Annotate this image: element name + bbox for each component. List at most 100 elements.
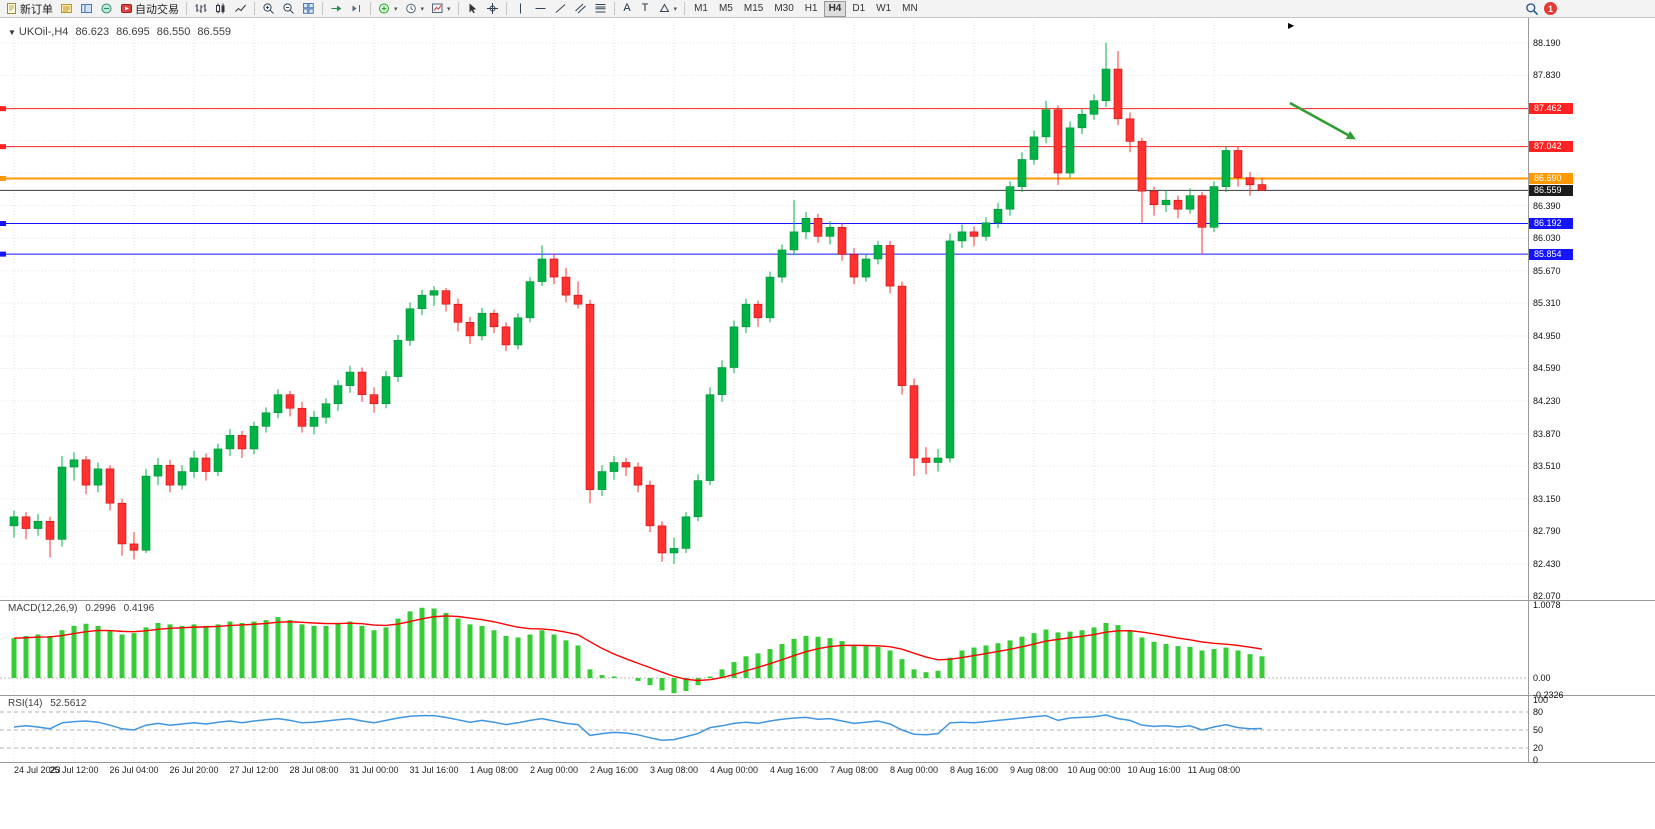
trendline-icon (555, 4, 565, 13)
candle (657, 525, 667, 554)
candle (417, 294, 427, 310)
indicators-button[interactable]: ▾ (375, 1, 401, 17)
terminal-button[interactable] (97, 1, 116, 17)
chart-window[interactable]: ▼ UKOil-,H4 86.623 86.695 86.550 86.559 ▶ MAC… (0, 18, 1655, 829)
candle (381, 376, 391, 405)
line-anchor (0, 221, 6, 227)
zoom-in-button[interactable] (259, 1, 278, 17)
price-chart[interactable] (0, 18, 1655, 829)
tile-windows-button[interactable] (299, 1, 318, 17)
candle (153, 464, 163, 477)
candle (237, 435, 247, 450)
candle (837, 227, 847, 255)
horizontal-line-button[interactable] (531, 1, 550, 17)
candle (561, 276, 571, 296)
timeframe-button-h4[interactable]: H4 (823, 0, 847, 17)
candle (1041, 109, 1051, 138)
arrows-button[interactable]: ▾ (655, 1, 681, 17)
autotrading-label: 自动交易 (135, 3, 179, 16)
candle (429, 290, 439, 296)
market-watch-button[interactable] (57, 1, 76, 17)
candle (621, 462, 631, 468)
text-label-button[interactable]: T (637, 1, 654, 17)
candle (1101, 68, 1111, 101)
candle (813, 217, 823, 237)
candle (645, 484, 655, 527)
chart-shift-button[interactable] (347, 1, 366, 17)
candle (273, 394, 283, 414)
timeframe-button-m1[interactable]: M1 (689, 1, 713, 17)
candle (909, 385, 919, 459)
crosshair-button[interactable] (483, 1, 502, 17)
templates-button[interactable]: ▾ (428, 1, 454, 17)
notification-badge[interactable]: 1 (1544, 2, 1557, 15)
candlestick-chart-button[interactable] (211, 1, 230, 17)
shapes-icon (659, 3, 669, 12)
autotrading-button[interactable]: 自动交易 (117, 1, 182, 17)
indicators-icon (379, 3, 389, 14)
channel-icon (574, 3, 586, 14)
candle (765, 276, 775, 319)
candle (465, 322, 475, 337)
candle (1125, 118, 1135, 142)
market-watch-icon (61, 4, 72, 13)
search-icon[interactable] (1525, 2, 1539, 16)
line-anchor (0, 106, 6, 112)
trendline-button[interactable] (551, 1, 570, 17)
zoom-out-button[interactable] (279, 1, 298, 17)
fibonacci-button[interactable] (591, 1, 610, 17)
cursor-button[interactable] (463, 1, 482, 17)
candle (933, 457, 943, 463)
candle (69, 459, 79, 468)
auto-scroll-button[interactable] (327, 1, 346, 17)
candle (525, 281, 535, 319)
candle (597, 471, 607, 490)
candle (729, 326, 739, 368)
candle (801, 217, 811, 233)
candle (705, 394, 715, 481)
candle (753, 303, 763, 319)
candle (93, 468, 103, 486)
bar-chart-button[interactable] (191, 1, 210, 17)
candle (117, 502, 127, 545)
candle (309, 416, 319, 427)
timeframe-button-mn[interactable]: MN (897, 1, 923, 17)
macd-signal-line (13, 615, 1263, 682)
chevron-down-icon: ▾ (673, 5, 678, 13)
timeframe-button-m30[interactable]: M30 (769, 1, 798, 17)
candle (993, 208, 1003, 224)
new-order-button[interactable]: 新订单 (2, 1, 56, 17)
timeframe-button-h1[interactable]: H1 (800, 1, 823, 17)
candle (369, 394, 379, 405)
candle (321, 403, 331, 418)
arrow-object[interactable] (1289, 101, 1349, 137)
toolbar-separator (684, 2, 686, 15)
line-chart-button[interactable] (231, 1, 250, 17)
candle (1173, 199, 1183, 210)
timeframe-button-m5[interactable]: M5 (714, 1, 738, 17)
candle (945, 240, 955, 459)
chevron-down-icon: ▾ (447, 5, 451, 13)
candle (21, 516, 31, 529)
channel-button[interactable] (571, 1, 590, 17)
candle (1221, 150, 1231, 187)
candle (297, 407, 307, 427)
timeframe-button-w1[interactable]: W1 (871, 1, 896, 17)
periods-button[interactable]: ▾ (402, 1, 428, 17)
candle (585, 303, 595, 490)
text-button[interactable]: A (619, 1, 636, 17)
candle (81, 459, 91, 486)
candle (513, 317, 523, 346)
timeframe-button-d1[interactable]: D1 (847, 1, 870, 17)
vertical-line-button[interactable] (511, 1, 530, 17)
candle (33, 521, 43, 529)
timeframe-button-m15[interactable]: M15 (739, 1, 768, 17)
line-anchor (0, 251, 6, 257)
candle (777, 249, 787, 278)
candle (453, 303, 463, 323)
candle (549, 258, 559, 278)
candle (1257, 184, 1267, 191)
navigator-button[interactable] (77, 1, 96, 17)
candle (1029, 136, 1039, 160)
